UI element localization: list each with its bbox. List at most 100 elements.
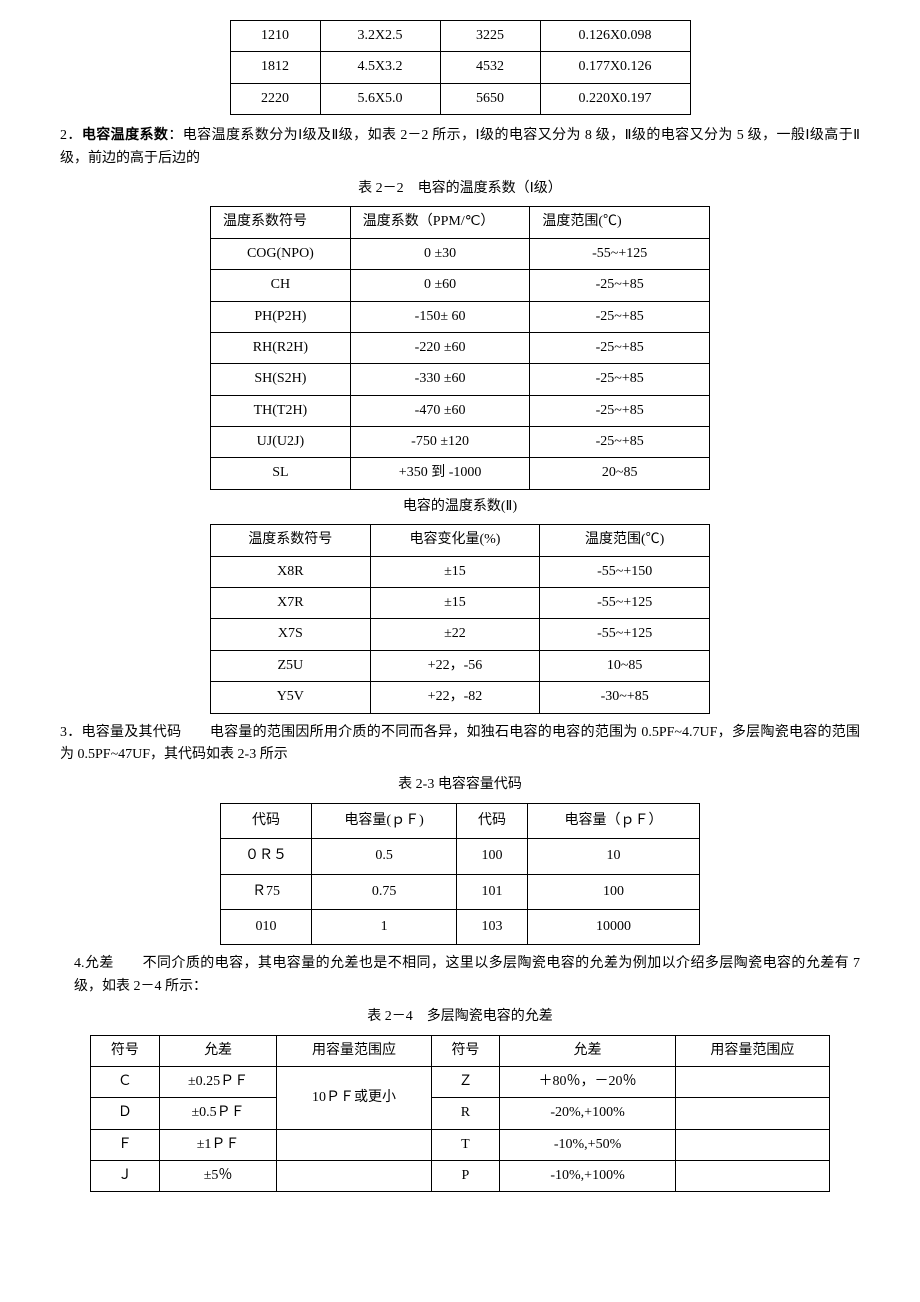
para2-bold: 电容温度系数 (82, 128, 169, 143)
td: -25~+85 (530, 301, 710, 332)
th: 符号 (431, 1035, 500, 1066)
td: 0.5 (312, 839, 457, 874)
td: ±22 (370, 619, 540, 650)
td: RH(R2H) (211, 332, 351, 363)
th: 温度系数（PPM/℃） (350, 207, 530, 238)
td: +22，-82 (370, 682, 540, 713)
td: X7S (211, 619, 371, 650)
table-row: 010110310000 (221, 909, 700, 944)
td: P (431, 1161, 500, 1192)
td: ±1ＰＦ (159, 1129, 277, 1160)
caption-2-3: 表 2-3 电容容量代码 (60, 774, 860, 796)
table-row: Ｊ ±5％ P -10%,+100% (91, 1161, 830, 1192)
td: SH(S2H) (211, 364, 351, 395)
td: Y5V (211, 682, 371, 713)
td (277, 1161, 431, 1192)
td: -470 ±60 (350, 395, 530, 426)
th: 电容量(ｐＦ) (312, 803, 457, 838)
td: UJ(U2J) (211, 427, 351, 458)
table-header-row: 温度系数符号 电容变化量(%) 温度范围(℃) (211, 525, 710, 556)
td: 3225 (440, 21, 540, 52)
table-row: COG(NPO)0 ±30-55~+125 (211, 238, 710, 269)
td: -25~+85 (530, 364, 710, 395)
td: ＋80％，－20％ (500, 1066, 676, 1097)
th: 温度系数符号 (211, 525, 371, 556)
td: Ｃ (91, 1066, 160, 1097)
th: 用容量范围应 (675, 1035, 829, 1066)
td: Ｊ (91, 1161, 160, 1192)
caption-2-4: 表 2－4 多层陶瓷电容的允差 (60, 1006, 860, 1028)
td: 5.6X5.0 (320, 83, 440, 114)
table-row: Ｆ ±1ＰＦ T -10%,+50% (91, 1129, 830, 1160)
td: 4532 (440, 52, 540, 83)
td (675, 1129, 829, 1160)
td (675, 1066, 829, 1097)
td: -10%,+50% (500, 1129, 676, 1160)
td: 0.126X0.098 (540, 21, 690, 52)
th: 符号 (91, 1035, 160, 1066)
td: 0 ±60 (350, 270, 530, 301)
td: CH (211, 270, 351, 301)
table-row: Ｄ ±0.5ＰＦ R -20%,+100% (91, 1098, 830, 1129)
td: PH(P2H) (211, 301, 351, 332)
table-2-4: 符号 允差 用容量范围应 符号 允差 用容量范围应 Ｃ ±0.25ＰＦ 10ＰＦ… (90, 1035, 830, 1193)
table-size: 12103.2X2.532250.126X0.09818124.5X3.2453… (230, 20, 691, 115)
table-row: X7R±15-55~+125 (211, 588, 710, 619)
table-2-2-class1: 温度系数符号 温度系数（PPM/℃） 温度范围(℃) COG(NPO)0 ±30… (210, 206, 710, 490)
td: Z5U (211, 650, 371, 681)
table-row: UJ(U2J)-750 ±120-25~+85 (211, 427, 710, 458)
para-capacity-code: 3．电容量及其代码 电容量的范围因所用介质的不同而各异，如独石电容的电容的范围为… (60, 722, 860, 767)
table-row: X8R±15-55~+150 (211, 556, 710, 587)
table-header-row: 符号 允差 用容量范围应 符号 允差 用容量范围应 (91, 1035, 830, 1066)
table-2-3: 代码 电容量(ｐＦ) 代码 电容量（ｐＦ） ０Ｒ５0.510010Ｒ750.75… (220, 803, 700, 946)
td: 010 (221, 909, 312, 944)
td: -20%,+100% (500, 1098, 676, 1129)
table-row: CH0 ±60-25~+85 (211, 270, 710, 301)
td: -10%,+100% (500, 1161, 676, 1192)
th: 电容量（ｐＦ） (527, 803, 699, 838)
th: 代码 (221, 803, 312, 838)
td: -55~+125 (540, 588, 710, 619)
table-row: RH(R2H)-220 ±60-25~+85 (211, 332, 710, 363)
td: -25~+85 (530, 427, 710, 458)
td: ±15 (370, 588, 540, 619)
table-row: SL+350 到 -100020~85 (211, 458, 710, 489)
td: COG(NPO) (211, 238, 351, 269)
td: 103 (457, 909, 528, 944)
td: 10~85 (540, 650, 710, 681)
td: SL (211, 458, 351, 489)
table-row: 18124.5X3.245320.177X0.126 (230, 52, 690, 83)
td: 0.75 (312, 874, 457, 909)
td: ±15 (370, 556, 540, 587)
td: -150± 60 (350, 301, 530, 332)
td: 1812 (230, 52, 320, 83)
td: -220 ±60 (350, 332, 530, 363)
td (277, 1129, 431, 1160)
td: 1 (312, 909, 457, 944)
td: -30~+85 (540, 682, 710, 713)
table-row: Ｒ750.75101100 (221, 874, 700, 909)
td: -330 ±60 (350, 364, 530, 395)
td: 0 ±30 (350, 238, 530, 269)
td: -25~+85 (530, 270, 710, 301)
table-row: Z5U+22，-5610~85 (211, 650, 710, 681)
td: 1210 (230, 21, 320, 52)
td: +22，-56 (370, 650, 540, 681)
td: -55~+125 (530, 238, 710, 269)
td: R (431, 1098, 500, 1129)
td: Ｒ75 (221, 874, 312, 909)
td: -55~+125 (540, 619, 710, 650)
td: 4.5X3.2 (320, 52, 440, 83)
caption-2-2b: 电容的温度系数(Ⅱ) (60, 496, 860, 518)
para-tolerance: 4.允差 不同介质的电容，其电容量的允差也是不相同，这里以多层陶瓷电容的允差为例… (60, 953, 860, 998)
td: -750 ±120 (350, 427, 530, 458)
table-row: X7S±22-55~+125 (211, 619, 710, 650)
td: Ｄ (91, 1098, 160, 1129)
td: 0.220X0.197 (540, 83, 690, 114)
th: 温度范围(℃) (530, 207, 710, 238)
table-row: ０Ｒ５0.510010 (221, 839, 700, 874)
td: +350 到 -1000 (350, 458, 530, 489)
th: 用容量范围应 (277, 1035, 431, 1066)
td (675, 1161, 829, 1192)
caption-2-2: 表 2－2 电容的温度系数（Ⅰ级） (60, 178, 860, 200)
